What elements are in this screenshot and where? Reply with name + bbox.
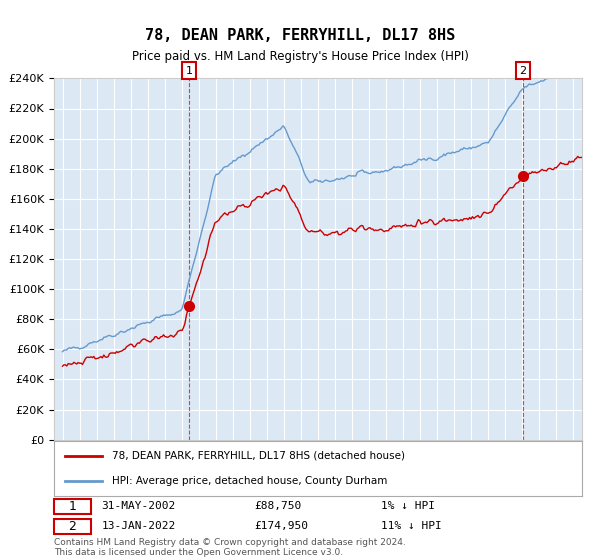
Text: 78, DEAN PARK, FERRYHILL, DL17 8HS: 78, DEAN PARK, FERRYHILL, DL17 8HS [145, 28, 455, 43]
Text: 2: 2 [520, 66, 527, 76]
Text: 11% ↓ HPI: 11% ↓ HPI [382, 521, 442, 531]
Text: £88,750: £88,750 [254, 501, 302, 511]
FancyBboxPatch shape [54, 519, 91, 534]
Text: 1: 1 [68, 500, 76, 513]
Text: 13-JAN-2022: 13-JAN-2022 [101, 521, 176, 531]
Text: HPI: Average price, detached house, County Durham: HPI: Average price, detached house, Coun… [112, 476, 388, 486]
Text: Price paid vs. HM Land Registry's House Price Index (HPI): Price paid vs. HM Land Registry's House … [131, 50, 469, 63]
Text: £174,950: £174,950 [254, 521, 308, 531]
FancyBboxPatch shape [54, 498, 91, 514]
Text: Contains HM Land Registry data © Crown copyright and database right 2024.
This d: Contains HM Land Registry data © Crown c… [54, 538, 406, 557]
Text: 2: 2 [68, 520, 76, 533]
Text: 1: 1 [185, 66, 193, 76]
Text: 31-MAY-2002: 31-MAY-2002 [101, 501, 176, 511]
Text: 1% ↓ HPI: 1% ↓ HPI [382, 501, 436, 511]
Text: 78, DEAN PARK, FERRYHILL, DL17 8HS (detached house): 78, DEAN PARK, FERRYHILL, DL17 8HS (deta… [112, 451, 405, 460]
